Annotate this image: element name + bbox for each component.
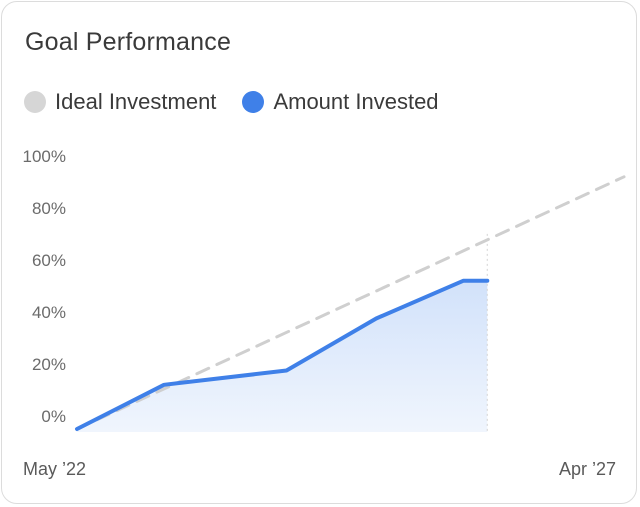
x-tick-label-end: Apr ’27 bbox=[559, 459, 616, 479]
y-tick-label: 80% bbox=[32, 199, 66, 218]
chart-marks bbox=[75, 175, 626, 432]
legend-dot-amount bbox=[242, 91, 265, 113]
amount-invested-area bbox=[77, 280, 488, 432]
x-axis-ticks: May ’22 Apr ’27 bbox=[23, 459, 616, 479]
amount-invested-line bbox=[75, 278, 490, 431]
legend-item-amount-invested[interactable]: Amount Invested bbox=[242, 89, 439, 115]
legend-label-ideal: Ideal Investment bbox=[55, 89, 217, 114]
legend-item-ideal-investment[interactable]: Ideal Investment bbox=[24, 89, 216, 115]
y-axis-ticks: 100% 80% 60% 40% 20% 0% bbox=[23, 147, 66, 426]
card-title: Goal Performance bbox=[25, 28, 232, 56]
y-tick-label: 0% bbox=[41, 407, 66, 426]
x-tick-label-start: May ’22 bbox=[23, 459, 86, 479]
chart-legend: Ideal Investment Amount Invested bbox=[24, 89, 465, 115]
y-tick-label: 60% bbox=[32, 251, 66, 270]
ideal-investment-line bbox=[75, 175, 626, 431]
y-tick-label: 40% bbox=[32, 303, 66, 322]
y-tick-label: 100% bbox=[23, 147, 66, 166]
y-tick-label: 20% bbox=[32, 355, 66, 374]
legend-label-amount: Amount Invested bbox=[273, 89, 439, 114]
legend-dot-ideal bbox=[24, 91, 46, 113]
